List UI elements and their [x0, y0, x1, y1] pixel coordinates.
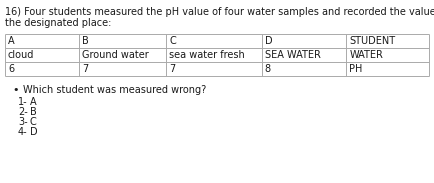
Text: SEA WATER: SEA WATER — [264, 51, 320, 61]
Text: 16) Four students measured the pH value of four water samples and recorded the v: 16) Four students measured the pH value … — [5, 7, 434, 17]
Text: Ground water: Ground water — [82, 51, 149, 61]
Text: •: • — [12, 85, 19, 95]
Text: 1-: 1- — [18, 97, 28, 107]
Text: 6: 6 — [8, 64, 14, 74]
Text: WATER: WATER — [349, 51, 383, 61]
Text: B: B — [30, 107, 37, 117]
Text: A: A — [30, 97, 36, 107]
Text: cloud: cloud — [8, 51, 34, 61]
Text: Which student was measured wrong?: Which student was measured wrong? — [23, 85, 206, 95]
Text: 2-: 2- — [18, 107, 28, 117]
Text: D: D — [264, 36, 272, 46]
Text: 8: 8 — [264, 64, 271, 74]
Text: STUDENT: STUDENT — [349, 36, 395, 46]
Text: D: D — [30, 127, 38, 137]
Text: C: C — [169, 36, 176, 46]
Text: 7: 7 — [169, 64, 175, 74]
Text: 3-: 3- — [18, 117, 28, 127]
Text: B: B — [82, 36, 89, 46]
Text: A: A — [8, 36, 15, 46]
Text: PH: PH — [349, 64, 363, 74]
Text: 7: 7 — [82, 64, 89, 74]
Text: C: C — [30, 117, 37, 127]
Text: the designated place:: the designated place: — [5, 18, 112, 28]
Text: sea water fresh: sea water fresh — [169, 51, 245, 61]
Text: 4-: 4- — [18, 127, 28, 137]
